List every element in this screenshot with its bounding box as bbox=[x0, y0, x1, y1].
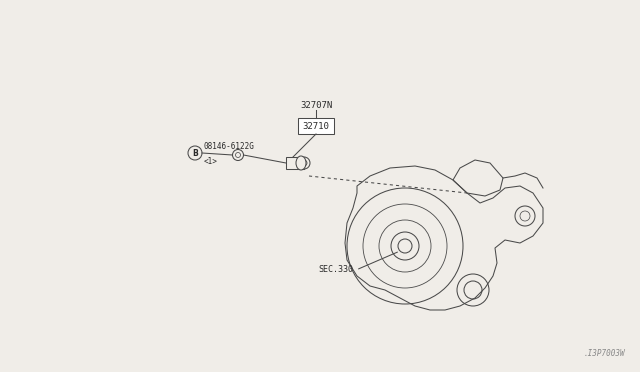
Circle shape bbox=[232, 150, 243, 160]
Text: 32710: 32710 bbox=[303, 122, 330, 131]
Text: B: B bbox=[192, 148, 198, 157]
Circle shape bbox=[188, 146, 202, 160]
FancyBboxPatch shape bbox=[298, 118, 334, 134]
Ellipse shape bbox=[296, 156, 306, 170]
Text: <1>: <1> bbox=[204, 157, 218, 166]
Text: 08146-6122G: 08146-6122G bbox=[204, 141, 255, 151]
Text: SEC.330: SEC.330 bbox=[318, 266, 353, 275]
Text: .I3P7003W: .I3P7003W bbox=[584, 349, 625, 358]
Text: 32707N: 32707N bbox=[300, 101, 332, 110]
Circle shape bbox=[298, 157, 310, 169]
Bar bbox=[286, 157, 304, 169]
